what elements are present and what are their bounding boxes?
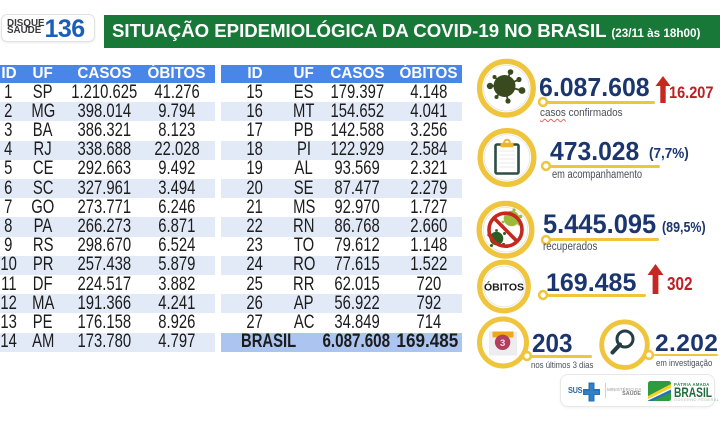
svg-text:ÓBITOS: ÓBITOS — [484, 280, 524, 293]
svg-text:3: 3 — [500, 338, 505, 349]
